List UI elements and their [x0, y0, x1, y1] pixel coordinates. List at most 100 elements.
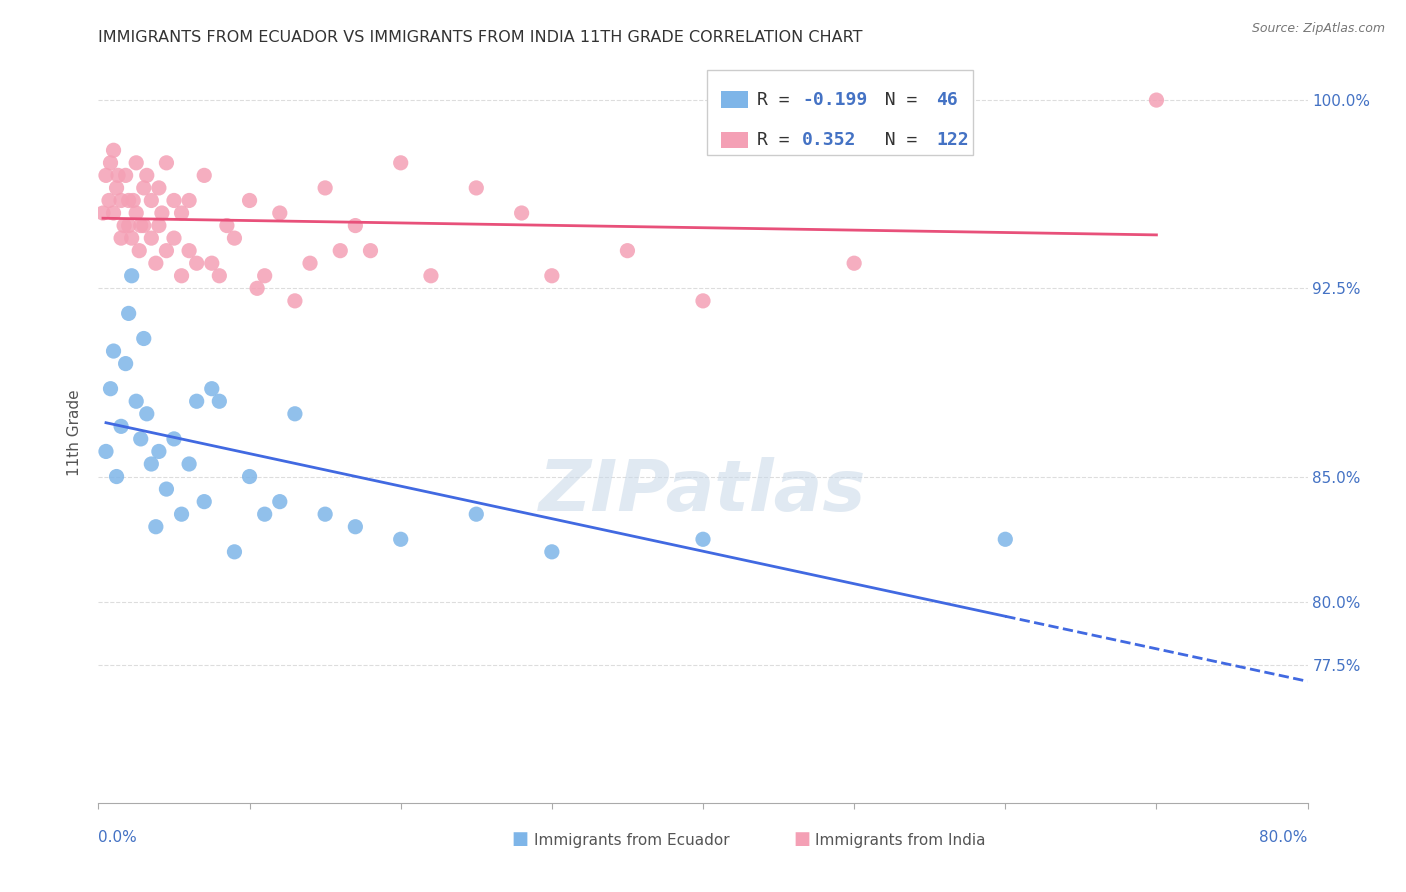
Point — [94, 444, 117, 458]
Point — [145, 256, 167, 270]
Point — [100, 156, 122, 170]
Point — [1146, 93, 1168, 107]
FancyBboxPatch shape — [707, 70, 973, 155]
Point — [150, 206, 173, 220]
Point — [118, 194, 141, 208]
Point — [118, 306, 141, 320]
Point — [129, 219, 152, 233]
Point — [465, 181, 488, 195]
Point — [110, 231, 132, 245]
Point — [186, 256, 208, 270]
Point — [148, 444, 170, 458]
Point — [510, 206, 533, 220]
Point — [193, 494, 215, 508]
Text: ZIPatlas: ZIPatlas — [540, 458, 866, 526]
Point — [132, 331, 155, 345]
Text: IMMIGRANTS FROM ECUADOR VS IMMIGRANTS FROM INDIA 11TH GRADE CORRELATION CHART: IMMIGRANTS FROM ECUADOR VS IMMIGRANTS FR… — [98, 29, 863, 45]
Point — [179, 194, 201, 208]
Point — [114, 357, 136, 371]
Text: Immigrants from India: Immigrants from India — [815, 833, 986, 848]
Point — [179, 244, 201, 258]
Point — [91, 206, 114, 220]
Text: 80.0%: 80.0% — [1260, 830, 1308, 845]
Point — [129, 432, 152, 446]
Point — [246, 281, 269, 295]
Point — [105, 469, 128, 483]
Text: 46: 46 — [936, 91, 957, 109]
Point — [186, 394, 208, 409]
Point — [94, 169, 117, 183]
Point — [110, 419, 132, 434]
Point — [239, 469, 262, 483]
Point — [141, 194, 163, 208]
Point — [121, 231, 143, 245]
Point — [208, 268, 231, 283]
Point — [110, 194, 132, 208]
Text: N =: N = — [863, 91, 928, 109]
Point — [465, 507, 488, 521]
Text: R =: R = — [758, 130, 801, 149]
Point — [344, 520, 367, 534]
Point — [420, 268, 443, 283]
Text: -0.199: -0.199 — [803, 91, 868, 109]
Point — [269, 206, 291, 220]
Point — [132, 181, 155, 195]
Point — [692, 533, 714, 547]
Point — [98, 194, 121, 208]
Point — [314, 181, 336, 195]
Point — [145, 520, 167, 534]
Point — [208, 394, 231, 409]
Point — [360, 244, 382, 258]
Point — [170, 507, 193, 521]
Point — [284, 293, 307, 308]
Point — [284, 407, 307, 421]
Point — [253, 507, 276, 521]
Point — [193, 169, 215, 183]
Text: 122: 122 — [936, 130, 969, 149]
Text: N =: N = — [863, 130, 928, 149]
Point — [299, 256, 322, 270]
FancyBboxPatch shape — [721, 92, 748, 108]
Point — [170, 206, 193, 220]
Point — [994, 533, 1017, 547]
Point — [135, 407, 157, 421]
Point — [141, 457, 163, 471]
Point — [121, 268, 143, 283]
Point — [314, 507, 336, 521]
Point — [125, 156, 148, 170]
Point — [163, 231, 186, 245]
Point — [132, 219, 155, 233]
Point — [155, 244, 177, 258]
Point — [112, 219, 135, 233]
Point — [163, 194, 186, 208]
Point — [224, 231, 246, 245]
Point — [844, 256, 866, 270]
Point — [329, 244, 352, 258]
Point — [239, 194, 262, 208]
Point — [344, 219, 367, 233]
Text: 0.0%: 0.0% — [98, 830, 138, 845]
Point — [179, 457, 201, 471]
Point — [118, 219, 141, 233]
Point — [163, 432, 186, 446]
Point — [170, 268, 193, 283]
FancyBboxPatch shape — [721, 131, 748, 148]
Point — [540, 545, 562, 559]
Point — [105, 181, 128, 195]
Point — [215, 219, 238, 233]
Text: R =: R = — [758, 91, 801, 109]
Text: ■: ■ — [793, 830, 810, 847]
Point — [148, 181, 170, 195]
Point — [135, 169, 157, 183]
Point — [103, 206, 125, 220]
Point — [103, 143, 125, 157]
Point — [100, 382, 122, 396]
Text: ■: ■ — [512, 830, 529, 847]
Point — [269, 494, 291, 508]
Point — [389, 533, 412, 547]
Text: Source: ZipAtlas.com: Source: ZipAtlas.com — [1251, 22, 1385, 36]
Point — [692, 293, 714, 308]
Point — [103, 344, 125, 359]
Point — [253, 268, 276, 283]
Text: 0.352: 0.352 — [803, 130, 856, 149]
